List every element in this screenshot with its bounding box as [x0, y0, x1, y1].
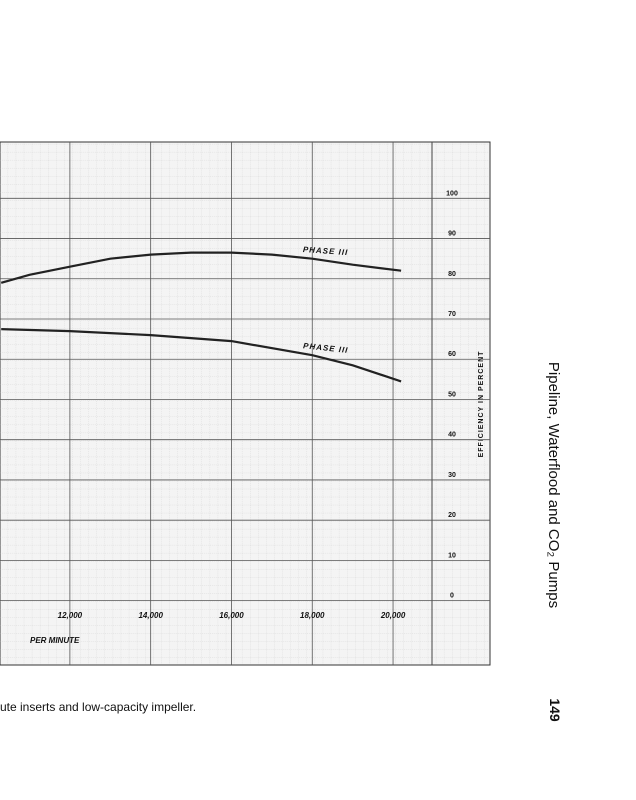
caption: ute inserts and low-capacity impeller. — [0, 700, 196, 714]
x-tick-label: 16,000 — [219, 611, 244, 620]
x-tick-label: 18,000 — [300, 611, 325, 620]
y-tick-label: 20 — [448, 512, 456, 519]
x-tick-label: 14,000 — [138, 611, 163, 620]
y-tick-label: 0 — [450, 593, 454, 600]
y-tick-label: 80 — [448, 271, 456, 278]
page-number: 149 — [547, 698, 563, 722]
line — [1, 328, 402, 383]
x-tick-label: 20,000 — [380, 611, 406, 620]
y-tick-label: 30 — [448, 472, 456, 479]
y-tick-label: 40 — [448, 432, 456, 439]
y-tick-label: 100 — [446, 190, 458, 197]
y-tick-label: 10 — [448, 552, 456, 559]
y-tick-label: 60 — [448, 351, 456, 358]
line — [0, 251, 402, 284]
minor-grid — [0, 142, 490, 665]
page-header: Pipeline, Waterflood and CO₂ Pumps — [545, 362, 562, 608]
series-label: PHASE III — [303, 245, 349, 257]
y-tick-label: 50 — [448, 391, 456, 398]
x-tick-label: 12,000 — [58, 611, 83, 620]
y-axis-label: EFFICIENCY IN PERCENT — [478, 351, 485, 458]
y-tick-label: 90 — [448, 231, 456, 238]
x-axis-label: PER MINUTE — [30, 636, 80, 645]
y-tick-label: 70 — [448, 311, 456, 318]
